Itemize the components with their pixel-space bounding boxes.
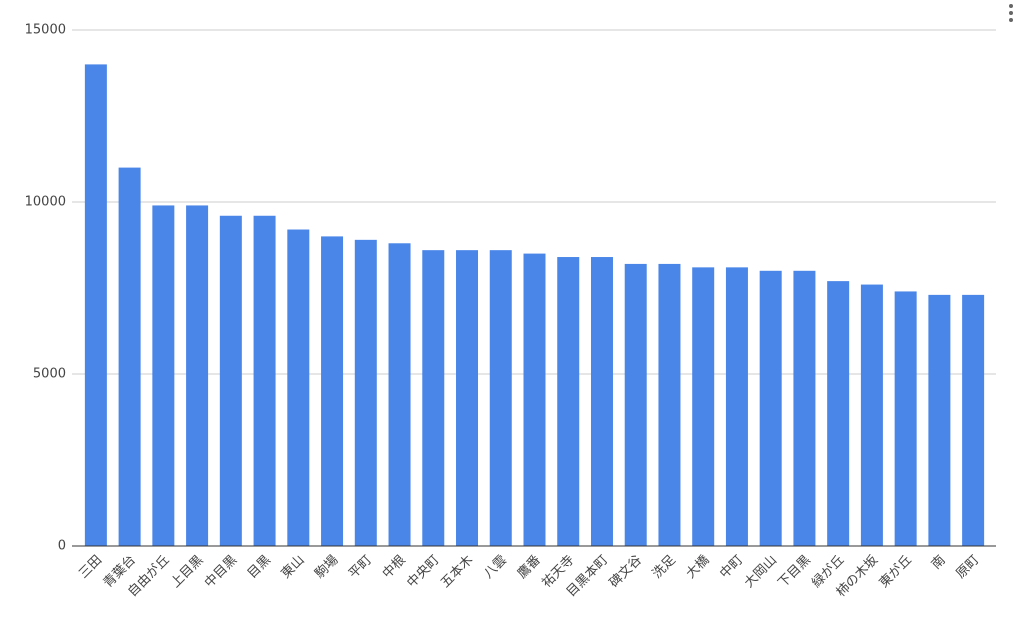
x-tick-label: 中根 [380,553,409,582]
x-tick-label: 東山 [278,552,308,582]
bar [759,270,782,546]
bar [928,294,951,546]
x-tick-label: 下目黒 [776,553,814,591]
bar [692,267,715,546]
x-tick-label: 大岡山 [742,553,780,591]
bar [354,239,377,546]
x-tick-label: 五本木 [438,553,476,591]
x-tick-label: 碑文谷 [606,552,645,591]
bar [152,205,175,546]
bar [456,250,479,546]
x-tick-label: 平町 [346,553,375,582]
bar [287,229,310,546]
x-tick-label: 鷹番 [515,553,544,582]
x-tick-label: 上目黒 [168,553,206,591]
menu-button[interactable] [1009,4,1013,22]
bar [422,250,445,546]
x-tick-label: 八雲 [481,553,510,582]
bar [118,167,141,546]
bar [962,294,985,546]
bar [186,205,209,546]
x-tick-label: 目黒 [245,553,274,582]
menu-dot [1009,4,1013,8]
x-tick-label: 駒場 [312,553,341,582]
y-tick-label: 0 [58,539,66,554]
bar [219,215,242,546]
x-tick-label: 原町 [953,553,982,582]
x-tick-label: 中央町 [404,553,442,591]
x-tick-label: 中目黒 [202,553,240,591]
bar [523,253,546,546]
bar [388,243,411,546]
bar [725,267,748,546]
bar [624,263,647,546]
bar [827,281,850,546]
bar [793,270,816,546]
y-tick-label: 15000 [25,23,66,38]
x-tick-label: 三田 [76,553,105,582]
x-tick-label: 大橋 [684,553,713,582]
x-tick-label: 中町 [717,553,746,582]
bar [84,64,107,547]
x-tick-label: 洗足 [650,553,679,582]
bar [321,236,344,546]
x-tick-label: 南 [928,552,949,573]
bar [860,284,883,546]
y-tick-label: 10000 [25,195,66,210]
x-tick-label: 東が丘 [876,552,915,591]
bar [894,291,917,546]
menu-dot [1009,18,1013,22]
menu-dot [1009,11,1013,15]
bar [658,263,681,546]
bar [557,257,580,546]
bar [253,215,276,546]
bar [489,250,512,546]
y-tick-label: 5000 [33,367,66,382]
bar [590,257,613,546]
